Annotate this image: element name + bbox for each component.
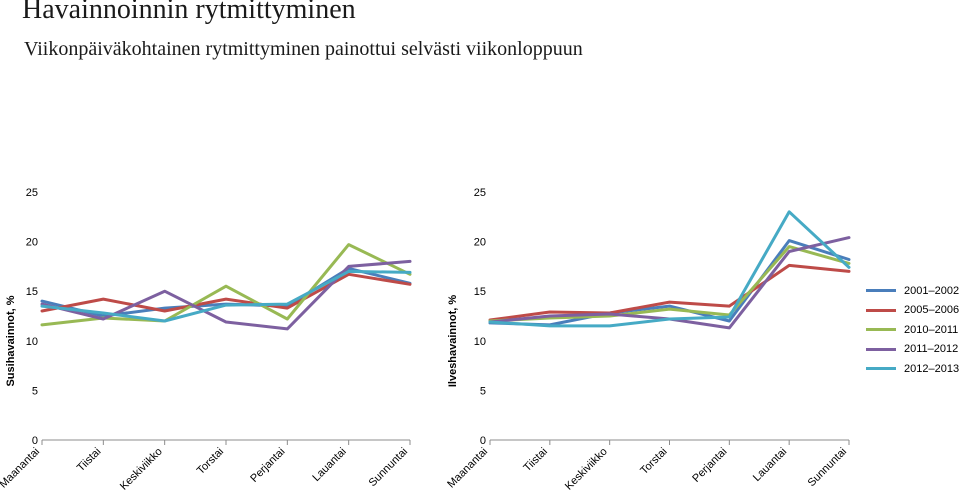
series-line [40, 269, 412, 323]
x-tick-label: Lauantai [310, 446, 348, 484]
page-subtitle: Viikonpäiväkohtainen rytmittyminen paino… [24, 38, 583, 60]
y-tick-label: 20 [474, 237, 486, 249]
x-tick-label: Lauantai [751, 446, 789, 484]
series-line [488, 263, 851, 322]
y-axis-title: Ilveshavainnot, % [447, 295, 459, 388]
y-tick-label: 0 [480, 435, 486, 447]
legend: 2001–2002 2005–2006 2010–2011 2011–2012 … [866, 281, 959, 379]
legend-label: 2005–2006 [904, 304, 959, 317]
legend-item: 2011–2012 [866, 340, 959, 360]
y-tick-label: 15 [474, 286, 486, 298]
legend-item: 2001–2002 [866, 281, 959, 301]
x-tick-label: Perjantai [690, 446, 729, 485]
series-line [488, 210, 851, 328]
y-tick-label: 5 [480, 385, 486, 397]
x-tick-label: Torstai [638, 446, 669, 477]
legend-label: 2011–2012 [904, 343, 959, 356]
legend-label: 2001–2002 [904, 284, 959, 297]
y-tick-label: 0 [32, 435, 38, 447]
x-tick-label: Maanantai [0, 446, 42, 491]
x-tick-label: Perjantai [248, 446, 287, 485]
x-tick-label: Tiistai [75, 446, 104, 475]
legend-label: 2012–2013 [904, 362, 959, 375]
x-tick-label: Tiistai [521, 446, 550, 475]
page-title: Havainnoinnin rytmittyminen [22, 0, 356, 25]
x-tick-label: Sunnuntai [367, 446, 411, 490]
series-line [488, 236, 851, 330]
y-tick-label: 10 [474, 336, 486, 348]
legend-swatch [866, 347, 896, 351]
series-line [40, 259, 412, 331]
y-tick-label: 25 [26, 187, 38, 199]
series-line [488, 245, 851, 323]
y-tick-label: 15 [26, 286, 38, 298]
x-tick-label: Keskiviikko [563, 446, 610, 493]
x-tick-label: Torstai [195, 446, 226, 477]
x-tick-label: Keskiviikko [118, 446, 165, 493]
series-line [40, 272, 412, 313]
y-tick-label: 10 [26, 336, 38, 348]
y-tick-label: 5 [32, 385, 38, 397]
y-tick-label: 25 [474, 187, 486, 199]
y-axis-title: Susihavainnot, % [5, 295, 17, 386]
x-tick-label: Maanantai [445, 446, 490, 491]
legend-label: 2010–2011 [904, 323, 959, 336]
y-tick-label: 20 [26, 237, 38, 249]
legend-swatch [866, 328, 896, 332]
legend-item: 2012–2013 [866, 359, 959, 379]
legend-swatch [866, 308, 896, 312]
legend-swatch [866, 367, 896, 371]
legend-item: 2005–2006 [866, 301, 959, 321]
legend-swatch [866, 289, 896, 293]
x-tick-label: Sunnuntai [806, 446, 850, 490]
legend-item: 2010–2011 [866, 320, 959, 340]
